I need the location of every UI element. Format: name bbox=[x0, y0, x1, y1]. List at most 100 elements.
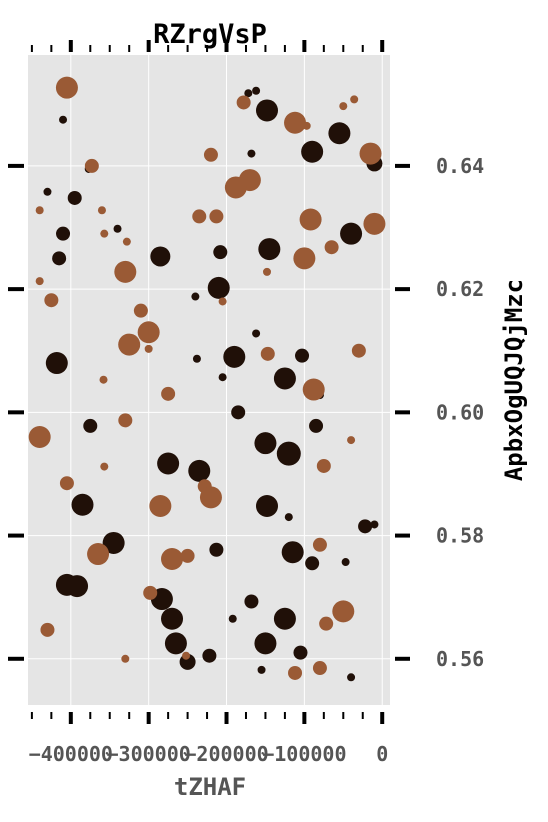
data-point bbox=[316, 458, 331, 473]
data-point bbox=[99, 375, 108, 384]
data-point bbox=[143, 585, 158, 600]
data-point bbox=[347, 673, 356, 682]
data-point bbox=[302, 121, 311, 130]
grid-lines bbox=[28, 55, 390, 705]
data-point bbox=[43, 187, 52, 196]
data-point bbox=[370, 520, 379, 529]
data-point bbox=[293, 247, 316, 270]
data-point bbox=[276, 441, 301, 466]
data-point bbox=[236, 95, 251, 110]
data-point bbox=[288, 665, 303, 680]
data-point bbox=[247, 149, 256, 158]
data-point bbox=[350, 95, 359, 104]
data-point bbox=[254, 632, 277, 655]
data-points bbox=[28, 76, 386, 682]
data-point bbox=[122, 237, 131, 246]
data-point bbox=[252, 86, 261, 95]
chart-title: RZrgVsP bbox=[153, 19, 267, 50]
axes: −400000−300000−200000−100000 0 0.56 0.58 0.6… bbox=[8, 40, 484, 766]
data-point bbox=[257, 665, 266, 674]
data-point bbox=[66, 575, 89, 598]
data-point bbox=[252, 329, 261, 338]
data-point bbox=[35, 277, 44, 286]
data-point bbox=[67, 190, 82, 205]
data-point bbox=[52, 251, 67, 266]
data-point bbox=[28, 425, 51, 448]
data-point bbox=[203, 147, 218, 162]
data-point bbox=[144, 344, 153, 353]
data-point bbox=[100, 229, 109, 238]
data-point bbox=[284, 513, 293, 522]
x-tick-label: −400000 bbox=[29, 742, 113, 766]
data-point bbox=[161, 607, 184, 630]
data-point bbox=[218, 373, 227, 382]
data-point bbox=[118, 413, 133, 428]
data-point bbox=[209, 209, 224, 224]
data-point bbox=[228, 614, 237, 623]
y-tick-label: 0.56 bbox=[436, 647, 484, 671]
data-point bbox=[202, 648, 217, 663]
data-point bbox=[150, 246, 171, 267]
data-point bbox=[301, 140, 324, 163]
x-tick-label: 0 bbox=[376, 742, 388, 766]
data-point bbox=[351, 343, 366, 358]
data-point bbox=[191, 292, 200, 301]
data-point bbox=[224, 176, 247, 199]
data-point bbox=[302, 378, 325, 401]
data-point bbox=[35, 206, 44, 215]
data-point bbox=[213, 245, 228, 260]
data-point bbox=[305, 556, 320, 571]
y-tick-label: 0.62 bbox=[436, 277, 484, 301]
data-point bbox=[295, 348, 310, 363]
y-tick-label: 0.60 bbox=[436, 400, 484, 424]
data-point bbox=[199, 486, 222, 509]
data-point bbox=[293, 645, 308, 660]
data-point bbox=[207, 276, 230, 299]
data-point bbox=[341, 558, 350, 567]
data-point bbox=[87, 543, 110, 566]
data-point bbox=[347, 436, 356, 445]
data-point bbox=[324, 240, 339, 255]
data-point bbox=[262, 267, 271, 276]
data-point bbox=[332, 600, 355, 623]
data-point bbox=[359, 142, 382, 165]
data-point bbox=[180, 548, 195, 563]
data-point bbox=[340, 222, 363, 245]
data-point bbox=[281, 541, 304, 564]
data-point bbox=[284, 111, 307, 134]
data-point bbox=[273, 367, 296, 390]
data-point bbox=[45, 352, 68, 375]
data-point bbox=[44, 293, 59, 308]
data-point bbox=[260, 346, 275, 361]
data-point bbox=[192, 209, 207, 224]
y-tick-label: 0.58 bbox=[436, 524, 484, 548]
data-point bbox=[164, 632, 187, 655]
data-point bbox=[40, 622, 55, 637]
data-point bbox=[244, 89, 253, 98]
data-point bbox=[182, 651, 191, 660]
data-point bbox=[59, 476, 74, 491]
data-point bbox=[188, 459, 211, 482]
data-point bbox=[161, 547, 184, 570]
data-point bbox=[55, 76, 78, 99]
data-point bbox=[161, 386, 176, 401]
data-point bbox=[358, 519, 373, 534]
x-tick-label: −100000 bbox=[262, 742, 346, 766]
data-point bbox=[231, 405, 246, 420]
data-point bbox=[71, 493, 94, 516]
data-point bbox=[83, 418, 98, 433]
data-point bbox=[328, 122, 351, 145]
data-point bbox=[309, 418, 324, 433]
data-point bbox=[192, 354, 201, 363]
data-point bbox=[255, 99, 278, 122]
data-point bbox=[56, 226, 71, 241]
data-point bbox=[149, 494, 172, 517]
data-point bbox=[157, 452, 180, 475]
x-axis-label: tZHAF bbox=[174, 773, 246, 801]
y-tick-label: 0.64 bbox=[436, 154, 484, 178]
data-point bbox=[133, 303, 148, 318]
data-point bbox=[258, 238, 281, 261]
y-axis-label: ApbxOgUQJQjMzc bbox=[500, 279, 528, 481]
data-point bbox=[113, 224, 122, 233]
